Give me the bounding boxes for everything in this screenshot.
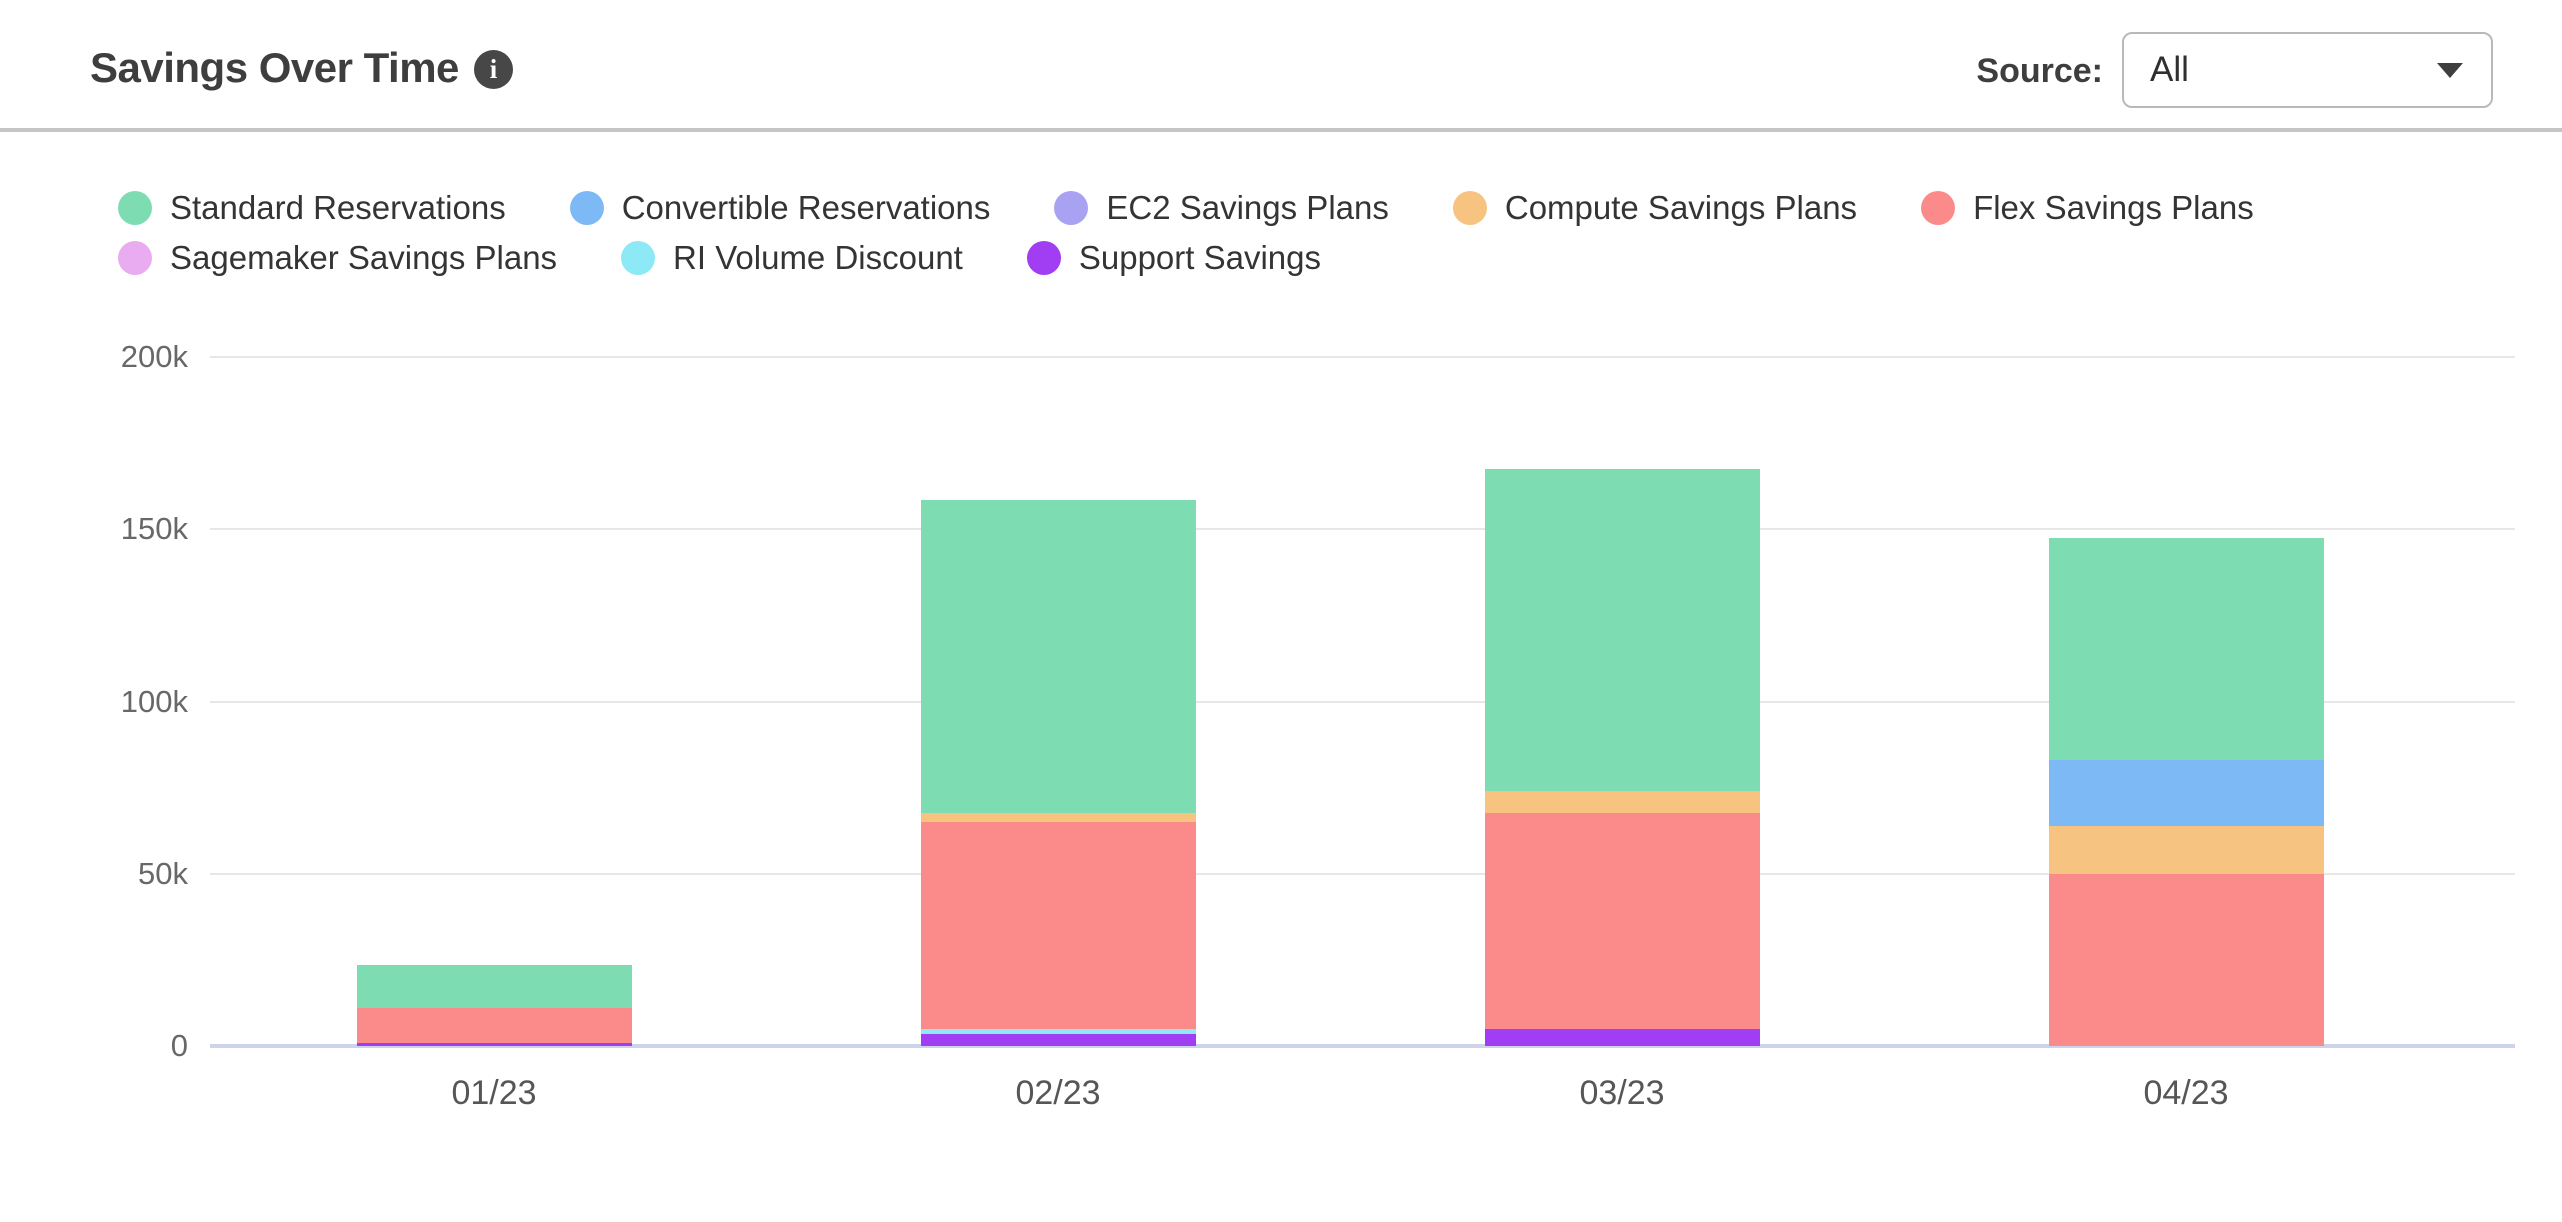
source-dropdown-value: All	[2150, 50, 2189, 89]
y-tick-label: 100k	[120, 683, 188, 719]
bar-segment-03/23-standard-reservations[interactable]	[1484, 468, 1760, 792]
x-tick-label: 02/23	[1015, 1074, 1101, 1112]
x-tick-label: 04/23	[2143, 1074, 2229, 1112]
legend-label: Compute Savings Plans	[1504, 189, 1858, 226]
bar-segment-02/23-ri-volume-discount[interactable]	[920, 1028, 1196, 1034]
legend-item-flex-savings-plans[interactable]: Flex Savings Plans	[1921, 188, 2254, 228]
x-tick-label: 01/23	[451, 1074, 537, 1112]
bar-02/23	[920, 357, 1196, 1046]
bar-segment-01/23-support-savings[interactable]	[356, 1042, 632, 1046]
legend-label: Standard Reservations	[170, 189, 506, 226]
gridline	[210, 700, 2515, 703]
gridline	[210, 528, 2515, 531]
bar-01/23	[356, 357, 632, 1046]
y-tick-label: 50k	[138, 855, 188, 891]
page-title: Savings Over Time	[90, 44, 459, 91]
bar-segment-01/23-flex-savings-plans[interactable]	[356, 1008, 632, 1043]
legend-label: Sagemaker Savings Plans	[170, 239, 558, 276]
chevron-down-icon	[2437, 62, 2463, 78]
bar-segment-02/23-compute-savings-plans[interactable]	[920, 813, 1196, 823]
legend-dot-icon	[1921, 191, 1956, 225]
legend-item-ri-volume-discount[interactable]: RI Volume Discount	[621, 238, 963, 278]
source-label: Source:	[1976, 52, 2103, 90]
legend-item-sagemaker-savings-plans[interactable]: Sagemaker Savings Plans	[118, 238, 557, 278]
bar-segment-02/23-standard-reservations[interactable]	[920, 499, 1196, 814]
legend-dot-icon	[1054, 191, 1089, 225]
x-tick-label: 03/23	[1579, 1074, 1665, 1112]
legend-item-ec2-savings-plans[interactable]: EC2 Savings Plans	[1054, 188, 1389, 228]
legend-label: Convertible Reservations	[621, 189, 991, 226]
bar-segment-03/23-flex-savings-plans[interactable]	[1484, 813, 1760, 1029]
legend-label: Support Savings	[1078, 239, 1322, 276]
legend-dot-icon	[621, 241, 656, 275]
bar-segment-02/23-support-savings[interactable]	[920, 1033, 1196, 1046]
bar-segment-03/23-compute-savings-plans[interactable]	[1484, 791, 1760, 814]
gridline	[210, 872, 2515, 875]
source-dropdown[interactable]: All	[2122, 32, 2493, 108]
bar-segment-04/23-compute-savings-plans[interactable]	[2048, 825, 2324, 874]
y-tick-label: 0	[170, 1028, 188, 1063]
bar-segment-04/23-standard-reservations[interactable]	[2048, 537, 2324, 761]
legend-dot-icon	[1026, 241, 1061, 275]
legend-label: RI Volume Discount	[673, 239, 963, 276]
legend-label: Flex Savings Plans	[1973, 189, 2254, 226]
chart-legend: Standard Reservations Convertible Reserv…	[118, 188, 2458, 278]
legend-item-convertible-reservations[interactable]: Convertible Reservations	[569, 188, 991, 228]
bar-segment-04/23-convertible-reservations[interactable]	[2048, 760, 2324, 826]
bar-segment-02/23-flex-savings-plans[interactable]	[920, 822, 1196, 1029]
bar-segment-01/23-standard-reservations[interactable]	[356, 965, 632, 1009]
legend-dot-icon	[118, 191, 152, 225]
legend-item-support-savings[interactable]: Support Savings	[1026, 238, 1322, 278]
legend-dot-icon	[1452, 191, 1487, 225]
y-tick-label: 200k	[120, 339, 188, 374]
bar-segment-03/23-support-savings[interactable]	[1484, 1028, 1760, 1046]
gridline	[210, 356, 2515, 358]
legend-dot-icon	[118, 241, 152, 275]
legend-label: EC2 Savings Plans	[1106, 189, 1389, 226]
x-axis-line	[210, 1044, 2515, 1048]
bar-03/23	[1484, 357, 1760, 1046]
legend-item-compute-savings-plans[interactable]: Compute Savings Plans	[1452, 188, 1858, 228]
info-icon[interactable]: i	[474, 50, 513, 89]
y-tick-label: 150k	[120, 511, 188, 547]
bar-04/23	[2048, 357, 2324, 1046]
plot-area: 0 50k 100k 150k 200k 01/23 02/23 03/23 04/23	[121, 339, 2515, 1112]
legend-dot-icon	[569, 191, 604, 225]
legend-item-standard-reservations[interactable]: Standard Reservations	[118, 188, 506, 228]
bar-segment-04/23-flex-savings-plans[interactable]	[2048, 873, 2324, 1046]
header-divider	[0, 128, 2562, 132]
